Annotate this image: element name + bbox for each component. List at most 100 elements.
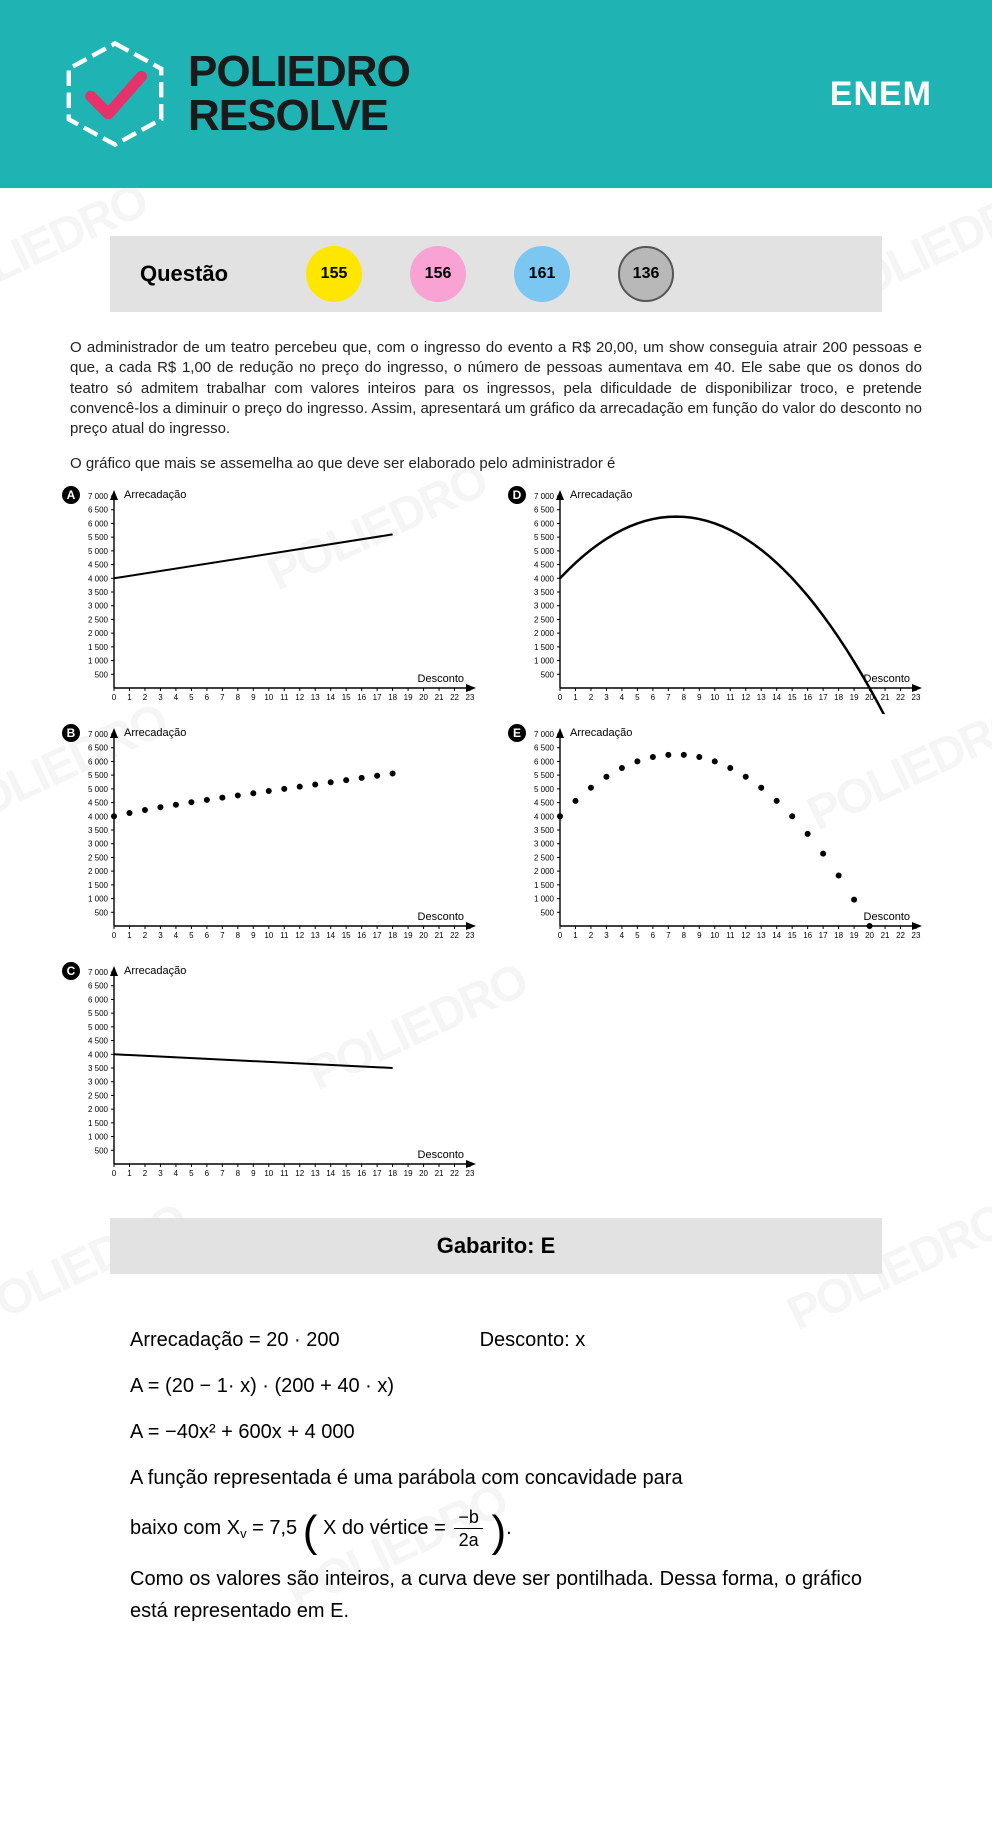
svg-text:5 000: 5 000	[88, 1023, 109, 1032]
svg-text:4 000: 4 000	[88, 813, 109, 822]
svg-text:2 500: 2 500	[88, 616, 109, 625]
question-bar-label: Questão	[140, 261, 228, 287]
svg-text:12: 12	[295, 693, 304, 702]
svg-text:2 500: 2 500	[534, 854, 555, 863]
svg-text:13: 13	[311, 1169, 320, 1178]
svg-text:23: 23	[466, 931, 475, 940]
svg-text:22: 22	[896, 693, 905, 702]
svg-text:0: 0	[558, 693, 563, 702]
svg-text:3: 3	[158, 1169, 163, 1178]
svg-text:3: 3	[158, 693, 163, 702]
svg-text:11: 11	[280, 693, 289, 702]
svg-text:4 500: 4 500	[534, 561, 555, 570]
svg-text:7: 7	[666, 693, 671, 702]
svg-text:5 000: 5 000	[534, 547, 555, 556]
svg-text:13: 13	[311, 931, 320, 940]
svg-text:7: 7	[666, 931, 671, 940]
sol-line2: A = (20 − 1· x) · (200 + 40 · x)	[130, 1370, 862, 1402]
svg-text:14: 14	[326, 693, 335, 702]
charts-grid: A 5001 0001 5002 0002 5003 0003 5004 000…	[0, 484, 992, 1190]
sol-para1b-mid: = 7,5	[247, 1517, 298, 1539]
svg-text:0: 0	[112, 693, 117, 702]
svg-text:5: 5	[189, 693, 194, 702]
svg-text:3 000: 3 000	[88, 1078, 109, 1087]
svg-text:Arrecadação: Arrecadação	[570, 489, 632, 501]
question-bar: Questão 155 156 161 136	[110, 236, 882, 312]
svg-text:Desconto: Desconto	[418, 911, 464, 923]
frac-den: 2a	[459, 1529, 479, 1549]
logo-hexagon	[60, 39, 170, 149]
svg-text:6: 6	[205, 693, 210, 702]
svg-text:4 000: 4 000	[88, 575, 109, 584]
svg-text:500: 500	[541, 909, 555, 918]
svg-text:3 000: 3 000	[534, 840, 555, 849]
svg-text:18: 18	[834, 693, 843, 702]
svg-text:17: 17	[373, 693, 382, 702]
svg-text:18: 18	[388, 1169, 397, 1178]
svg-text:6: 6	[205, 931, 210, 940]
svg-text:1 500: 1 500	[88, 881, 109, 890]
svg-text:21: 21	[881, 693, 890, 702]
chart-B: B 5001 0001 5002 0002 5003 0003 5004 000…	[60, 722, 486, 952]
svg-text:1: 1	[127, 693, 132, 702]
svg-text:8: 8	[682, 693, 687, 702]
svg-text:8: 8	[236, 693, 241, 702]
svg-text:1: 1	[127, 931, 132, 940]
svg-text:22: 22	[896, 931, 905, 940]
svg-text:2 000: 2 000	[88, 1105, 109, 1114]
svg-text:7: 7	[220, 1169, 225, 1178]
svg-text:14: 14	[772, 693, 781, 702]
svg-text:2: 2	[143, 693, 148, 702]
svg-text:13: 13	[311, 693, 320, 702]
svg-text:6 500: 6 500	[88, 506, 109, 515]
svg-text:4 500: 4 500	[88, 1037, 109, 1046]
svg-text:12: 12	[295, 1169, 304, 1178]
svg-text:18: 18	[388, 693, 397, 702]
svg-text:12: 12	[295, 931, 304, 940]
chart-D: D 5001 0001 5002 0002 5003 0003 5004 000…	[506, 484, 932, 714]
svg-text:5: 5	[635, 693, 640, 702]
svg-text:17: 17	[373, 931, 382, 940]
svg-text:20: 20	[865, 931, 874, 940]
svg-text:1 500: 1 500	[88, 643, 109, 652]
svg-text:7 000: 7 000	[534, 492, 555, 501]
svg-text:0: 0	[112, 931, 117, 940]
logo-text: POLIEDRO RESOLVE	[188, 50, 410, 138]
hexagon-icon	[60, 39, 170, 149]
svg-text:15: 15	[342, 931, 351, 940]
svg-text:6: 6	[205, 1169, 210, 1178]
svg-text:10: 10	[264, 931, 273, 940]
svg-text:19: 19	[404, 931, 413, 940]
svg-text:3 500: 3 500	[534, 588, 555, 597]
svg-text:19: 19	[850, 693, 859, 702]
svg-text:6 500: 6 500	[534, 506, 555, 515]
svg-text:5 500: 5 500	[88, 533, 109, 542]
svg-text:7 000: 7 000	[88, 492, 109, 501]
chip-gray: 136	[618, 246, 674, 302]
sol-para1b: baixo com Xv = 7,5 ( X do vértice = −b 2…	[130, 1508, 862, 1549]
svg-text:9: 9	[251, 1169, 256, 1178]
fraction: −b 2a	[454, 1508, 483, 1549]
svg-text:16: 16	[803, 931, 812, 940]
solution-block: Arrecadação = 20 · 200 Desconto: x A = (…	[0, 1274, 992, 1681]
question-prompt: O gráfico que mais se assemelha ao que d…	[0, 447, 992, 484]
svg-text:4: 4	[174, 931, 179, 940]
svg-text:17: 17	[819, 931, 828, 940]
chart-A: A 5001 0001 5002 0002 5003 0003 5004 000…	[60, 484, 486, 714]
svg-text:6 000: 6 000	[534, 520, 555, 529]
svg-text:11: 11	[726, 693, 735, 702]
svg-text:9: 9	[251, 931, 256, 940]
svg-text:18: 18	[834, 931, 843, 940]
svg-text:5 500: 5 500	[534, 533, 555, 542]
svg-text:3 000: 3 000	[534, 602, 555, 611]
svg-text:4 500: 4 500	[534, 799, 555, 808]
svg-text:10: 10	[710, 693, 719, 702]
svg-text:15: 15	[342, 1169, 351, 1178]
svg-text:7: 7	[220, 931, 225, 940]
svg-text:9: 9	[697, 693, 702, 702]
svg-text:18: 18	[388, 931, 397, 940]
svg-text:6: 6	[651, 931, 656, 940]
svg-text:4 000: 4 000	[88, 1051, 109, 1060]
svg-text:21: 21	[435, 1169, 444, 1178]
svg-text:12: 12	[741, 693, 750, 702]
